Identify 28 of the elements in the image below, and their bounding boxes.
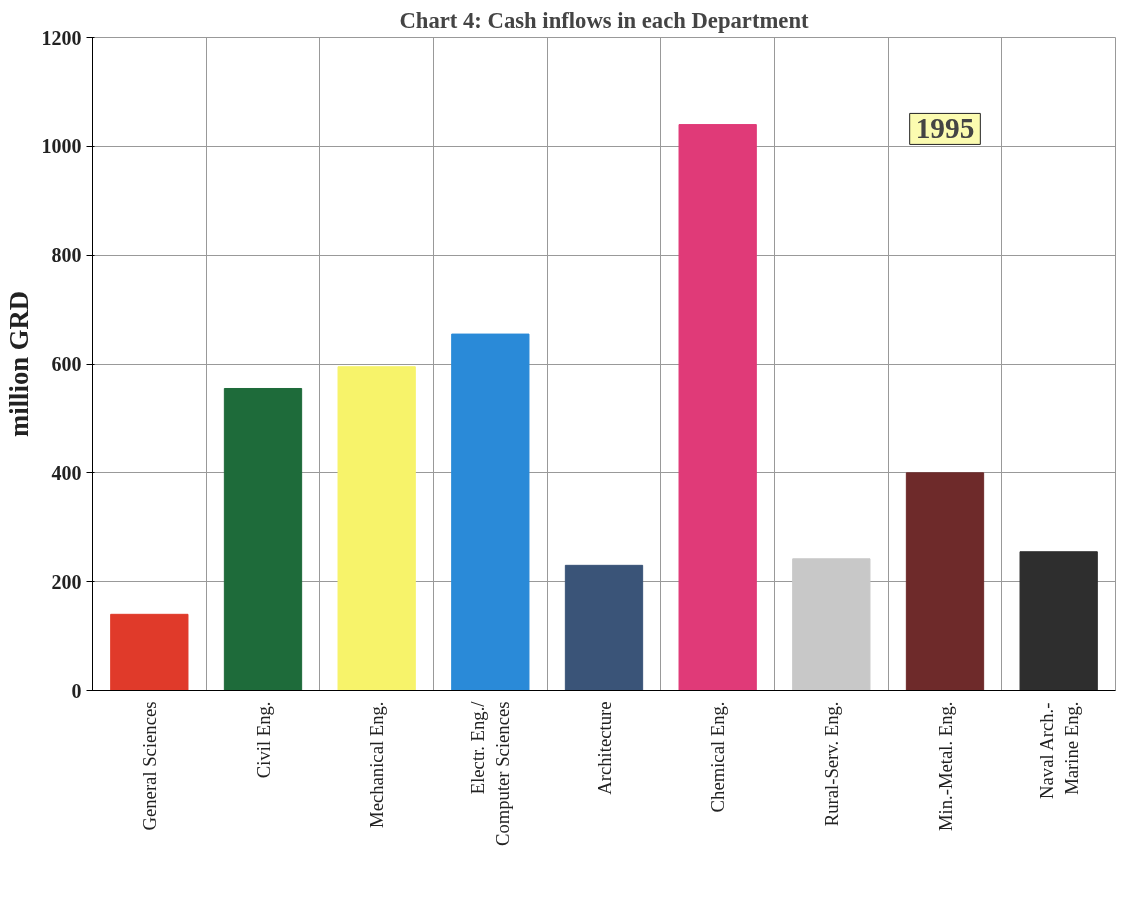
x-tick-label: Min.-Metal. Eng. xyxy=(934,701,956,832)
y-tick-label: 0 xyxy=(71,679,82,702)
annotation: 1995 xyxy=(915,112,975,145)
x-tick-label: Mechanical Eng. xyxy=(366,701,388,828)
bar xyxy=(1019,551,1098,691)
y-tick-label: 1000 xyxy=(41,135,82,158)
bar xyxy=(110,613,189,691)
x-tick-label: Civil Eng. xyxy=(252,701,274,779)
y-tick-label: 600 xyxy=(51,353,82,375)
chart-title: Chart 4: Cash inflows in each Department xyxy=(399,7,809,33)
y-axis-title: million GRD xyxy=(3,291,34,437)
bar xyxy=(337,366,416,691)
bar xyxy=(223,387,303,691)
y-tick-label: 1200 xyxy=(41,26,82,49)
x-tick-label: Chemical Eng. xyxy=(707,701,729,813)
bar xyxy=(792,558,871,691)
x-tick-label: Rural-Serv. Eng. xyxy=(820,701,842,827)
x-tick-label: General Sciences xyxy=(138,701,160,831)
x-tick-label: Electr. Eng./ Computer Sciences xyxy=(467,700,514,847)
bar xyxy=(564,564,644,691)
y-tick-label: 400 xyxy=(51,461,82,484)
bar xyxy=(678,124,757,691)
y-tick-label: 800 xyxy=(51,244,82,267)
x-tick-label: Architecture xyxy=(593,701,615,795)
bar xyxy=(451,333,530,691)
bar xyxy=(905,472,985,691)
x-tick-label: Naval Arch.- Marine Eng. xyxy=(1035,701,1082,799)
y-tick-label: 200 xyxy=(51,570,82,593)
